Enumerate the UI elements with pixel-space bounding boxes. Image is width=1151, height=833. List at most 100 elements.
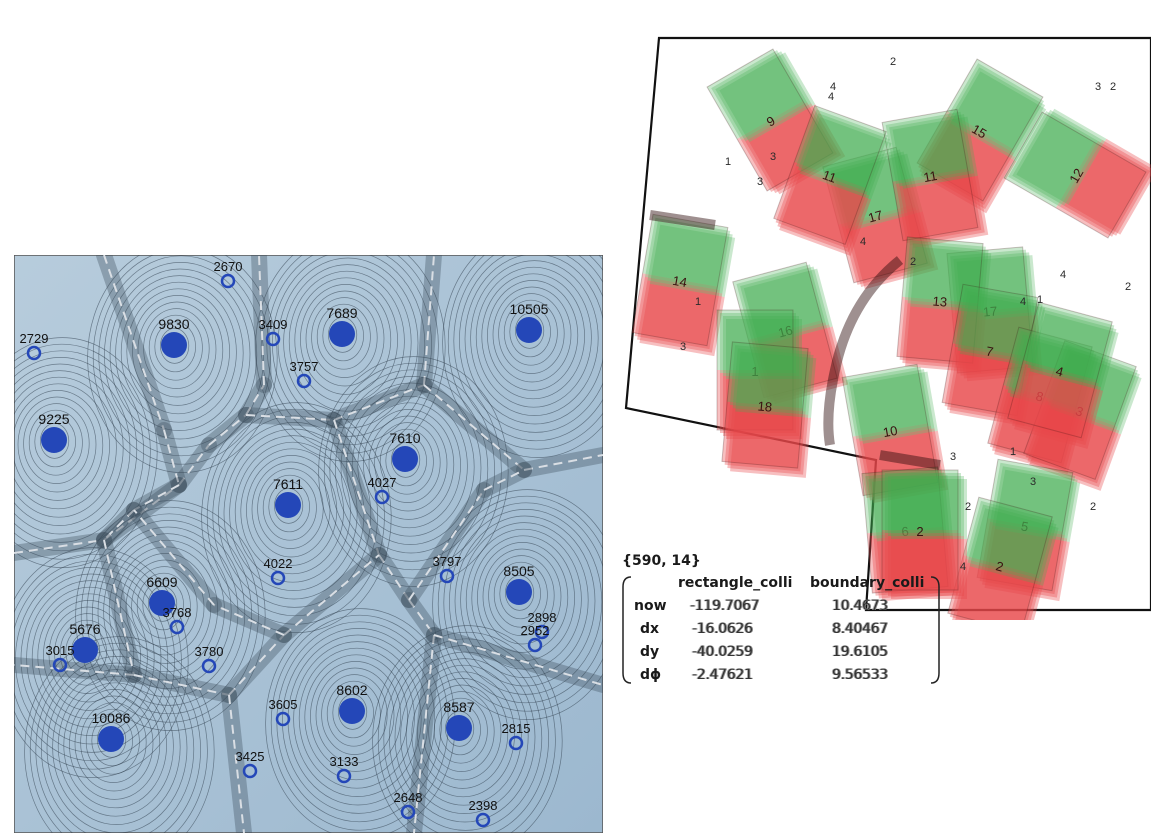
rectangle-label: 8 (1034, 388, 1045, 404)
corner-index-label: 2 (910, 256, 916, 268)
corner-index-label: 3 (1030, 476, 1036, 488)
rectangle-piece: 4 (1007, 301, 1119, 449)
site-label: 3757 (290, 359, 319, 374)
rectangle-piece: 6 (861, 466, 958, 602)
site-label: 2670 (214, 259, 243, 274)
site-label: 9225 (38, 411, 69, 427)
rectangle-label: 11 (821, 167, 839, 186)
rectangle-label: 10 (882, 423, 899, 440)
right-bracket (930, 576, 940, 684)
rectangle-piece: 17 (822, 146, 939, 290)
corner-index-label: 4 (960, 561, 966, 573)
cell-dx-rect: -16.0626 (692, 621, 753, 637)
site-label: 2729 (20, 331, 49, 346)
corner-index-label: 4 (860, 236, 866, 248)
site-marker-large: 8505 (503, 563, 535, 605)
rectangle-piece: 3 (1023, 339, 1142, 491)
site-label: 8505 (503, 563, 534, 579)
cell-dy-rect: -40.0259 (692, 644, 753, 660)
cell-dx-bound: 8.40467 (832, 621, 888, 637)
rectangle-label: 2 (994, 558, 1005, 574)
left-bracket (622, 576, 632, 684)
site-marker-small: 3015 (46, 643, 74, 673)
site-marker-small: 3605 (269, 697, 297, 727)
overlap-band (879, 450, 941, 470)
rectangle-label: 17 (982, 303, 998, 319)
site-label: 3797 (433, 554, 462, 569)
site-label: 7689 (326, 305, 357, 321)
contour-field-map: 9830 7689 10505 9225 7610 7611 6609 8505 5676 860… (14, 255, 603, 833)
rectangle-piece: 7 (941, 283, 1046, 427)
site-marker-small: 3780 (195, 644, 224, 674)
rectangle-piece: 2 (881, 469, 967, 599)
overlap-band (649, 210, 716, 230)
rectangle-piece: 17 (946, 246, 1043, 382)
site-marker-large: 7611 (273, 476, 303, 518)
site-marker-small: 2398 (469, 798, 497, 828)
corner-index-label: 4 (828, 91, 834, 103)
rectangle-piece: 14 (631, 213, 736, 357)
rectangle-label: 17 (866, 207, 884, 225)
rectangle-label: 7 (985, 343, 995, 359)
container-boundary (624, 36, 1151, 612)
site-label: 2898 (528, 610, 557, 625)
rectangle-label: 15 (969, 121, 989, 141)
site-label: 2815 (502, 721, 531, 736)
corner-index-label: 2 (965, 501, 971, 513)
corner-index-label: 3 (680, 341, 686, 353)
rectangle-label: 4 (1054, 363, 1065, 379)
rectangle-piece: 11 (773, 104, 892, 256)
site-label: 10505 (510, 301, 549, 317)
rectangle-piece: 9 (706, 48, 846, 195)
corner-index-label: 1 (695, 296, 701, 308)
rectangle-label: 18 (757, 398, 773, 414)
rectangle-piece: 1 (716, 309, 802, 439)
rectangle-piece: 12 (1003, 108, 1151, 239)
corner-index-label: 2 (1125, 281, 1131, 293)
site-marker-small: 2952 (521, 623, 549, 653)
site-marker-large: 7689 (326, 305, 358, 347)
rectangle-piece: 5 (976, 458, 1081, 602)
rectangle-piece: 8 (987, 326, 1099, 474)
site-marker-large: 10086 (92, 710, 131, 752)
site-label: 2648 (394, 790, 423, 805)
rectangle-label: 11 (922, 168, 938, 185)
site-marker-small: 2729 (20, 331, 49, 361)
site-label: 4022 (264, 556, 293, 571)
rectangle-label: 16 (776, 322, 794, 340)
corner-index-label: 3 (950, 451, 956, 463)
site-marker-small: 3757 (290, 359, 319, 389)
corner-index-label: 1 (1010, 446, 1016, 458)
rectangle-piece: 13 (896, 236, 992, 373)
corner-index-label: 1 (1037, 294, 1043, 306)
cell-dphi-bound: 9.56533 (832, 667, 888, 683)
site-marker-small: 4022 (264, 556, 293, 586)
corner-index-label: 4 (1020, 296, 1026, 308)
site-marker-large: 9225 (38, 411, 70, 453)
site-marker-small: 3797 (433, 554, 462, 584)
cell-dy-bound: 19.6105 (832, 644, 888, 660)
overlap-band (823, 256, 904, 446)
rectangle-label: 5 (1020, 518, 1030, 534)
cell-dphi-rect: -2.47621 (692, 667, 753, 683)
site-label: 6609 (146, 574, 177, 590)
site-marker-small: 2670 (214, 259, 243, 289)
site-marker-small: 4027 (368, 475, 396, 505)
cell-now-rect: -119.7067 (690, 598, 760, 614)
corner-index-label: 1 (725, 156, 731, 168)
site-marker-large: 6609 (146, 574, 178, 616)
site-marker-small: 3768 (163, 605, 191, 635)
collision-matrix: {590, 14} rectangle_colli boundary_colli… (620, 550, 950, 685)
site-marker-large: 5676 (69, 621, 101, 663)
site-label: 3780 (195, 644, 224, 659)
row-label-dphi: dϕ (640, 667, 662, 683)
contour-lines (14, 255, 603, 833)
site-label: 8587 (443, 699, 474, 715)
corner-index-label: 4 (1060, 269, 1066, 281)
rectangle-piece: 15 (916, 58, 1047, 214)
site-marker-large: 7610 (389, 430, 421, 472)
site-label: 9830 (158, 316, 189, 332)
col-header-rectangle: rectangle_colli (678, 575, 793, 591)
